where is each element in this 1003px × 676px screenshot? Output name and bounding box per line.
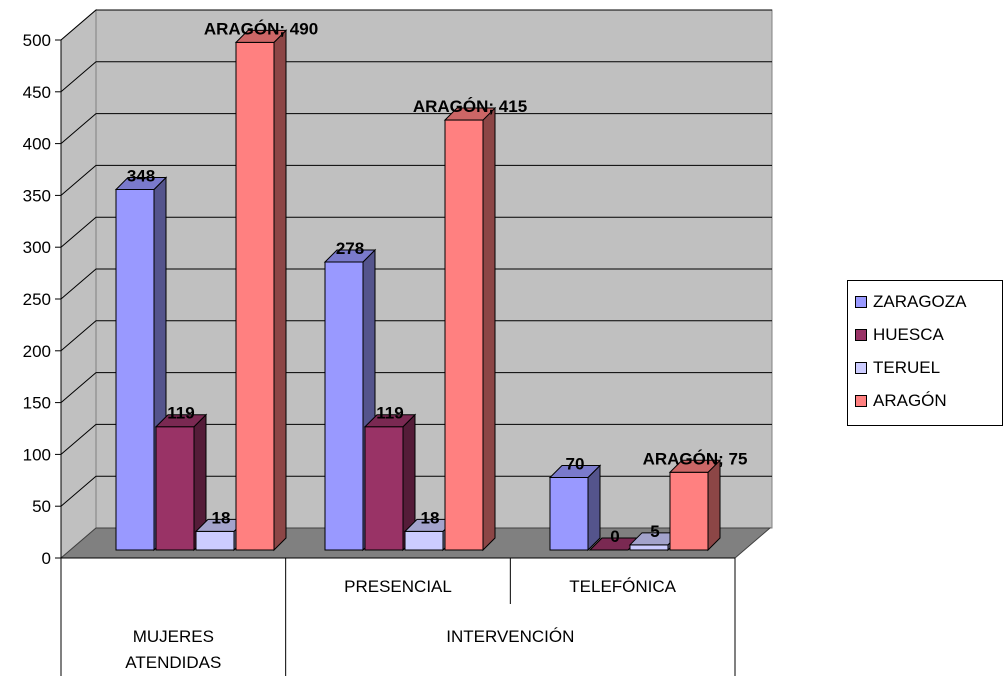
data-label: 0: [610, 527, 619, 546]
bar: [154, 413, 208, 552]
category-label: TELEFÓNICA: [569, 577, 676, 596]
x-axis: MUJERES ATENDIDAS PRESENCIAL TELEFÓNICA INTE…: [60, 557, 736, 676]
bar-front: [235, 41, 275, 551]
y-tick-label: 100: [23, 445, 51, 464]
y-tick-label: 500: [23, 31, 51, 50]
bar-front: [669, 471, 709, 551]
bar-side: [482, 106, 496, 552]
gridline: [60, 164, 772, 196]
gridline: [60, 372, 772, 403]
gridline: [60, 9, 772, 41]
y-tick-label: 250: [23, 290, 51, 309]
legend-label: TERUEL: [873, 357, 941, 377]
y-tick-label: 50: [32, 497, 51, 516]
legend-item: ARAGÓN: [855, 384, 1002, 417]
bar-front: [195, 530, 235, 551]
gridlines: [60, 9, 772, 507]
legend-swatch: [855, 295, 867, 308]
y-tick-label: 0: [42, 549, 51, 568]
bar: [668, 459, 722, 552]
y-tick-label: 150: [23, 394, 51, 413]
bar-front: [324, 261, 364, 551]
legend-item: HUESCA: [855, 318, 1002, 351]
bar-top: [154, 414, 208, 428]
gridline: [60, 475, 772, 507]
bar-top: [548, 464, 602, 478]
legend-label: ARAGÓN: [873, 390, 947, 410]
data-label: 278: [336, 239, 364, 258]
y-tick-label: 300: [23, 238, 51, 257]
data-label: ARAGÓN; 415: [413, 97, 527, 116]
gridline: [60, 268, 772, 300]
gridline: [60, 61, 772, 93]
group-label: MUJERES: [133, 627, 214, 646]
bar-front: [155, 426, 195, 551]
bar-front: [444, 119, 484, 551]
legend-item: ZARAGOZA: [855, 285, 1002, 318]
bar-front: [549, 476, 589, 551]
bar-top: [234, 29, 288, 43]
y-tick-label: 350: [23, 186, 51, 205]
data-labels: 348 119 18 ARAGÓN; 490 278 119 18 ARAGÓN; 415 70…: [127, 19, 748, 546]
gridline: [60, 423, 772, 455]
data-label: 119: [376, 404, 403, 423]
data-label: 70: [566, 454, 585, 473]
bar-front: [404, 530, 444, 551]
legend-item: TERUEL: [855, 351, 1002, 384]
bar-top: [114, 176, 168, 190]
gridline: [60, 216, 772, 248]
bars: [114, 29, 722, 552]
data-label: ARAGÓN; 75: [643, 449, 748, 468]
legend-label: HUESCA: [873, 324, 944, 344]
y-tick-label: 450: [23, 83, 51, 102]
legend-label: ZARAGOZA: [873, 291, 967, 311]
legend-swatch: [855, 328, 867, 341]
bar-front: [364, 426, 404, 551]
data-label: ARAGÓN; 490: [204, 19, 318, 38]
bar-top: [443, 107, 497, 121]
data-label: 119: [167, 404, 194, 423]
data-label: 348: [127, 166, 155, 185]
bar-top: [668, 459, 722, 473]
data-label: 18: [421, 508, 440, 527]
data-label: 5: [650, 522, 659, 541]
category-label: PRESENCIAL: [344, 577, 452, 596]
gridline: [60, 320, 772, 352]
y-axis: 0 50 100 150 200 250 300 350 400 450 500: [23, 31, 62, 568]
y-tick-label: 200: [23, 342, 51, 361]
legend-swatch: [855, 361, 867, 374]
y-tick-label: 400: [23, 135, 51, 154]
bar: [443, 106, 497, 552]
bar: [548, 464, 602, 552]
gridline: [60, 113, 772, 144]
legend: ZARAGOZA HUESCA TERUEL ARAGÓN: [847, 280, 1003, 426]
bar-top: [363, 414, 417, 428]
group-label: ATENDIDAS: [125, 653, 221, 672]
data-label: 18: [212, 508, 231, 527]
bar-top: [323, 249, 377, 263]
group-label: INTERVENCIÓN: [446, 627, 574, 646]
bar: [234, 29, 288, 552]
bar-front: [629, 544, 669, 551]
bar: [363, 413, 417, 552]
bar-front: [115, 188, 155, 551]
legend-swatch: [855, 394, 867, 407]
bar-side: [273, 29, 287, 552]
bar-side: [707, 459, 721, 552]
bar-side: [587, 464, 601, 552]
